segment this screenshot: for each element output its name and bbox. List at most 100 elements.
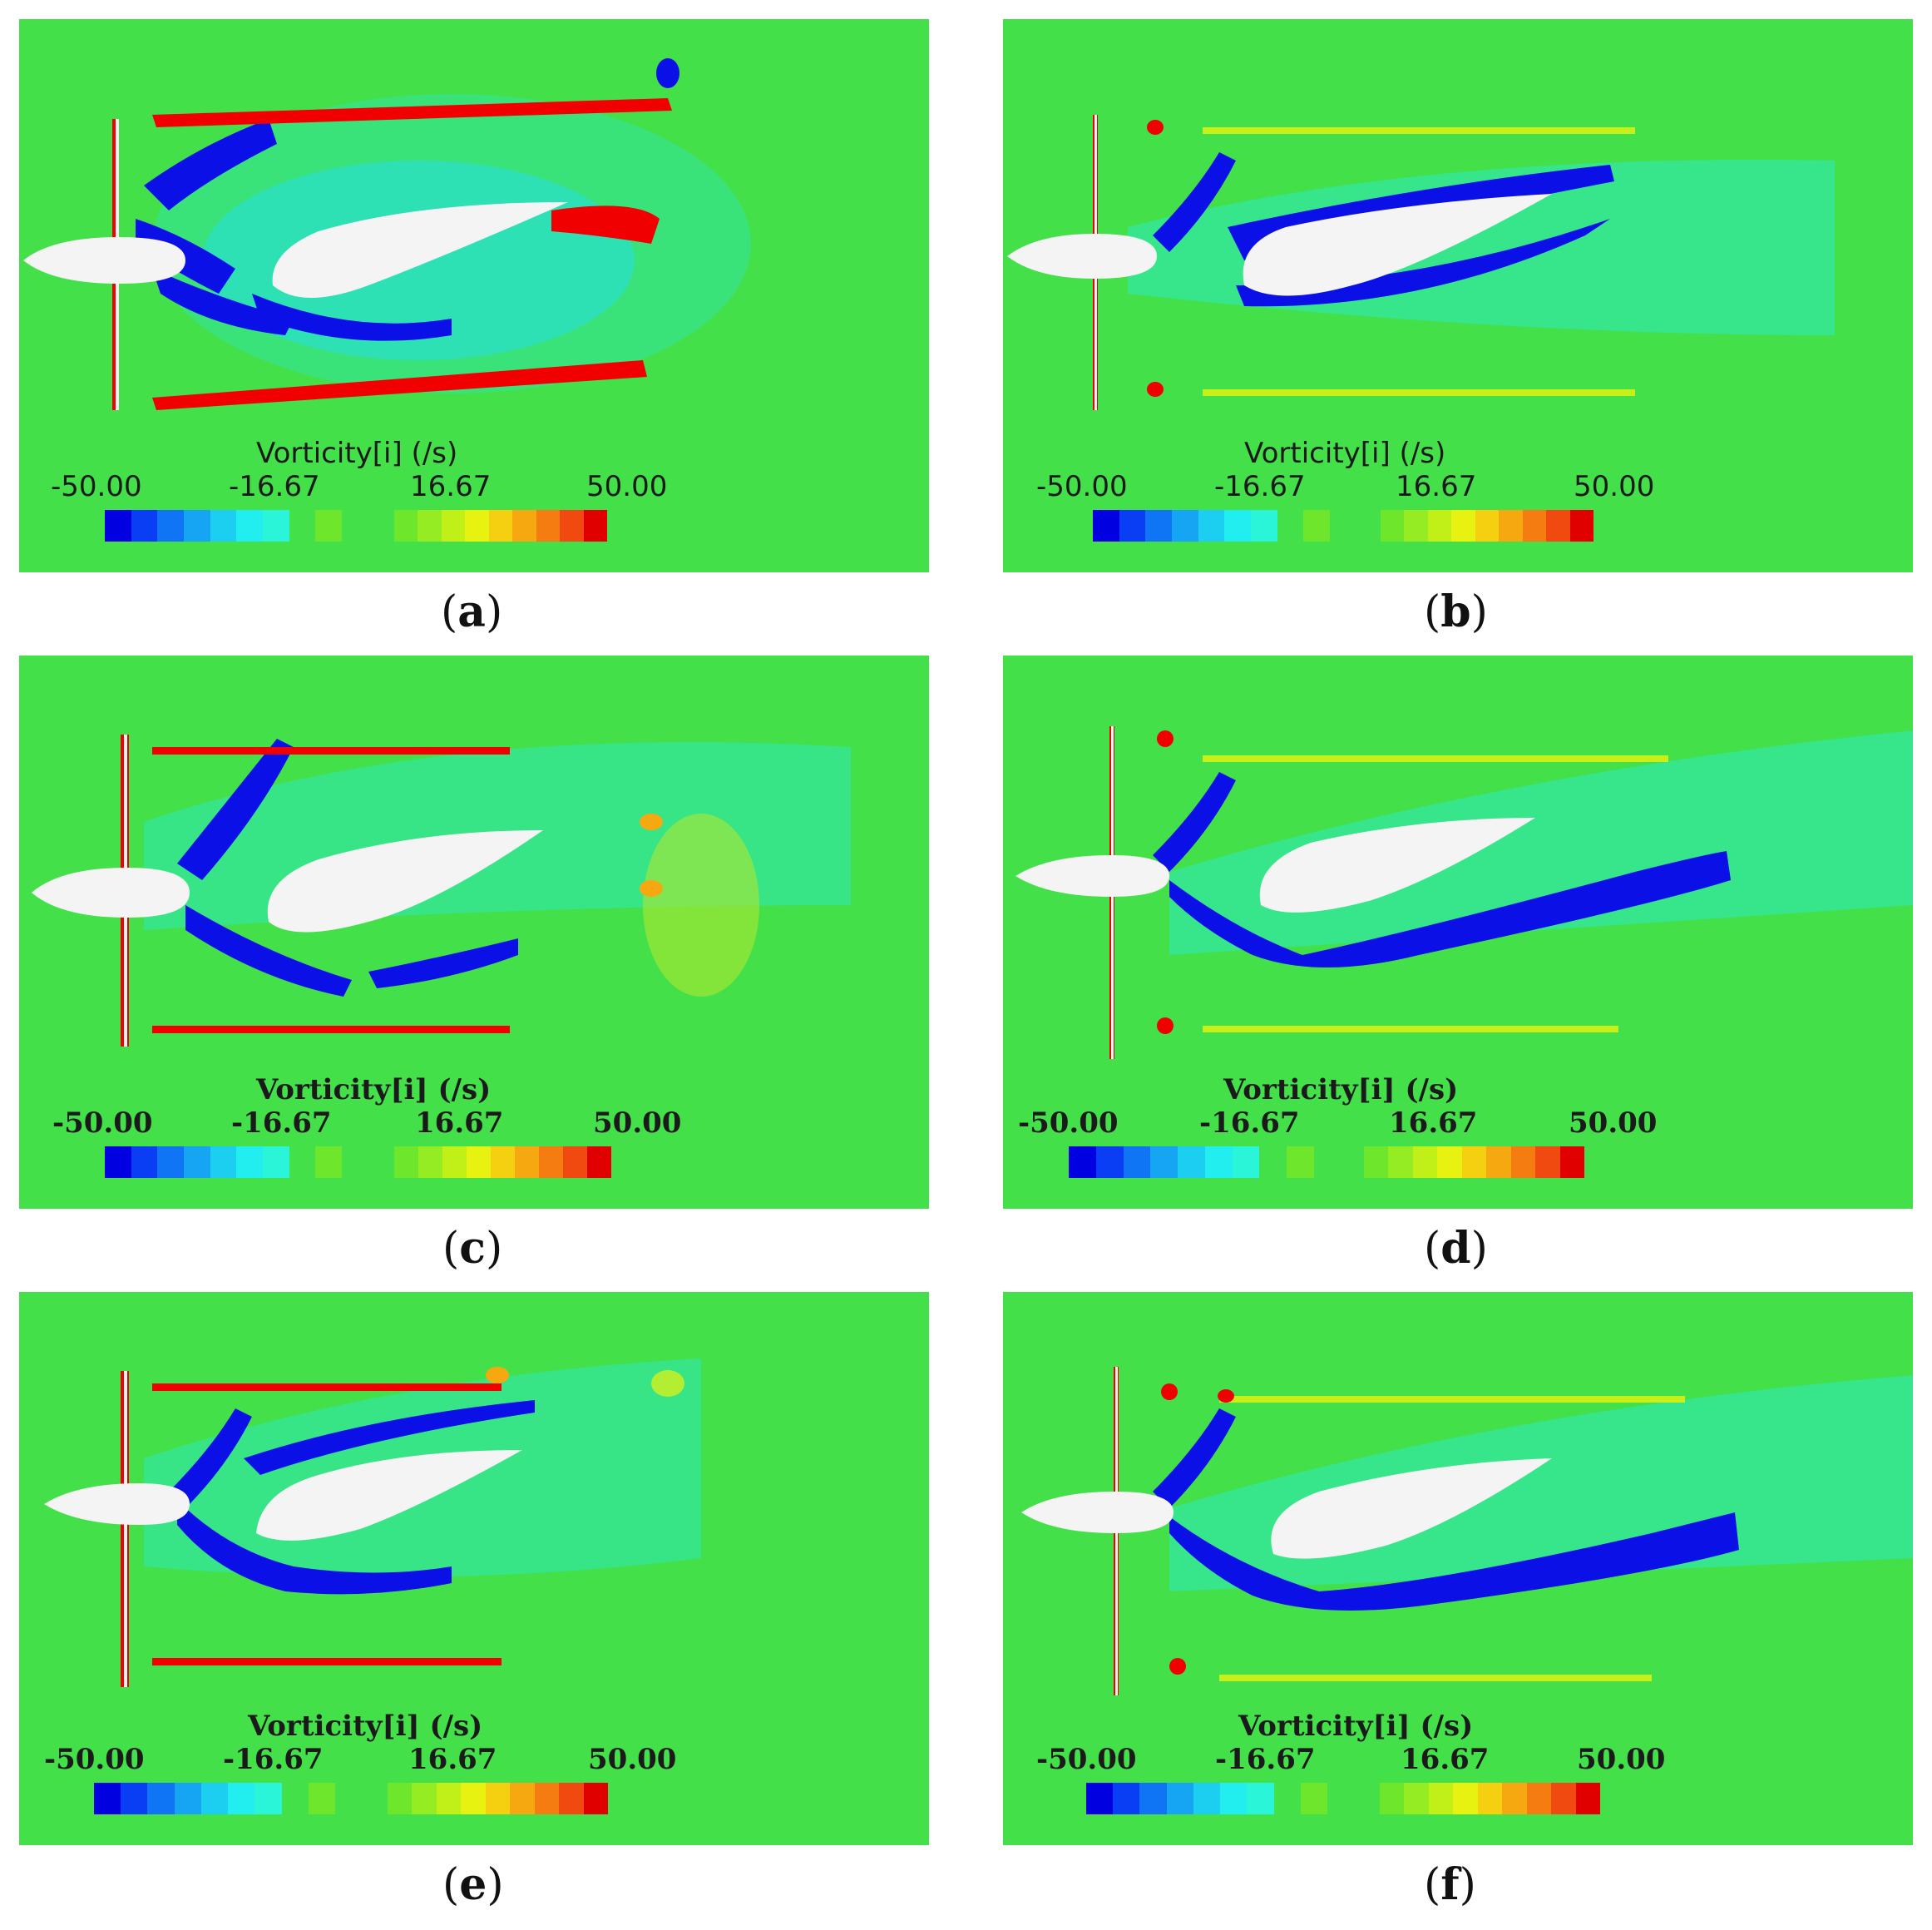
panel-c: Vorticity[i] (/s) -50.00 -16.67 16.67 50… — [19, 656, 929, 1209]
colormap-swatch — [393, 510, 418, 542]
colormap-swatch — [174, 1783, 201, 1814]
colormap-swatch — [488, 510, 512, 542]
colormap-swatch — [1232, 1146, 1260, 1178]
colormap-swatch — [315, 510, 343, 542]
legend-tick-neg: -16.67 — [1215, 1743, 1316, 1776]
legend-tick-max: 50.00 — [593, 1106, 682, 1140]
legend-title: Vorticity[i] (/s) — [256, 437, 458, 470]
colormap-swatch — [1259, 1146, 1287, 1178]
legend-tick-max: 50.00 — [1574, 470, 1655, 503]
colormap-swatch — [1502, 1783, 1527, 1814]
colormap-swatch — [1380, 510, 1404, 542]
colormap-bar-positive — [363, 1783, 608, 1814]
colormap-swatch — [370, 510, 394, 542]
legend-tick-pos: 16.67 — [1396, 470, 1477, 503]
colormap-swatch — [200, 1783, 229, 1814]
colormap-swatch — [1388, 1146, 1413, 1178]
colormap-swatch — [1150, 1146, 1178, 1178]
colormap-swatch — [510, 1783, 535, 1814]
colormap-bar-positive — [1339, 1146, 1584, 1178]
caption-d: (d) — [1424, 1223, 1488, 1274]
colormap-bar-negative — [105, 510, 343, 542]
colormap-swatch — [236, 510, 264, 542]
caption-f: (f) — [1424, 1859, 1476, 1910]
colormap-swatch — [1428, 1783, 1453, 1814]
colormap-swatch — [418, 1146, 442, 1178]
colormap-swatch — [1477, 1783, 1502, 1814]
colormap-swatch — [1437, 1146, 1462, 1178]
colormap-swatch — [1178, 1146, 1205, 1178]
colormap-swatch — [1356, 510, 1381, 542]
colormap-swatch — [236, 1146, 264, 1178]
colormap-swatch — [412, 1783, 437, 1814]
colormap-swatch — [467, 1146, 491, 1178]
colormap-swatch — [308, 1783, 335, 1814]
caption-c: (c) — [442, 1223, 503, 1274]
colormap-swatch — [1139, 1783, 1167, 1814]
legend-tick-pos: 16.67 — [408, 1743, 497, 1776]
colormap-swatch — [315, 1146, 343, 1178]
colormap-swatch — [465, 510, 489, 542]
colormap-swatch — [560, 510, 584, 542]
colormap-swatch — [157, 510, 185, 542]
colormap-swatch — [228, 1783, 255, 1814]
colormap-swatch — [289, 1146, 316, 1178]
colormap-swatch — [559, 1783, 584, 1814]
colormap-swatch — [442, 1146, 467, 1178]
colormap-swatch — [1224, 510, 1252, 542]
colormap-swatch — [512, 510, 536, 542]
colormap-swatch — [491, 1146, 515, 1178]
legend-title: Vorticity[i] (/s) — [1223, 1073, 1459, 1106]
colormap-swatch — [441, 510, 465, 542]
legend-tick-pos: 16.67 — [410, 470, 492, 503]
colormap-swatch — [461, 1783, 486, 1814]
panel-f: Vorticity[i] (/s) -50.00 -16.67 16.67 50… — [1003, 1292, 1913, 1845]
colormap-swatch — [485, 1783, 510, 1814]
colormap-swatch — [184, 510, 210, 542]
colormap-swatch — [370, 1146, 394, 1178]
legend-title: Vorticity[i] (/s) — [1238, 1710, 1474, 1743]
colormap-swatch — [210, 510, 237, 542]
colormap-swatch — [1119, 510, 1146, 542]
colormap-bar-negative — [94, 1783, 335, 1814]
colormap-swatch — [210, 1146, 237, 1178]
colormap-swatch — [1172, 510, 1198, 542]
colormap-swatch — [436, 1783, 461, 1814]
colormap-swatch — [1453, 1783, 1478, 1814]
colormap-swatch — [1412, 1146, 1437, 1178]
colormap-swatch — [1569, 510, 1594, 542]
legend-tick-neg: -16.67 — [231, 1106, 332, 1140]
vorticity-field-c — [19, 656, 929, 1209]
colormap-swatch — [515, 1146, 539, 1178]
colormap-swatch — [536, 510, 560, 542]
vorticity-field-b — [1003, 19, 1913, 572]
colormap-swatch — [1486, 1146, 1511, 1178]
colormap-swatch — [1300, 1783, 1327, 1814]
colormap-swatch — [1277, 510, 1304, 542]
colormap-bar-positive — [1355, 1783, 1600, 1814]
vorticity-field-e — [19, 1292, 929, 1845]
colormap-swatch — [1113, 1783, 1140, 1814]
colormap-swatch — [418, 510, 442, 542]
colormap-swatch — [1461, 1146, 1486, 1178]
colormap-swatch — [1559, 1146, 1584, 1178]
colormap-swatch — [105, 510, 131, 542]
legend-tick-max: 50.00 — [588, 1743, 677, 1776]
colormap-swatch — [105, 1146, 131, 1178]
vorticity-field-a — [19, 19, 929, 572]
colormap-swatch — [1526, 1783, 1551, 1814]
panel-a: Vorticity[i] (/s) -50.00 -16.67 16.67 50… — [19, 19, 929, 572]
legend-tick-max: 50.00 — [1577, 1743, 1666, 1776]
legend-tick-min: -50.00 — [1036, 1743, 1137, 1776]
caption-a: (a) — [441, 586, 503, 637]
panel-d: Vorticity[i] (/s) -50.00 -16.67 16.67 50… — [1003, 656, 1913, 1209]
colormap-swatch — [1095, 1146, 1124, 1178]
legend-title: Vorticity[i] (/s) — [256, 1073, 492, 1106]
legend-title: Vorticity[i] (/s) — [248, 1710, 483, 1743]
colormap-swatch — [1510, 1146, 1535, 1178]
colormap-swatch — [131, 1146, 158, 1178]
panel-e: Vorticity[i] (/s) -50.00 -16.67 16.67 50… — [19, 1292, 929, 1845]
colormap-swatch — [147, 1783, 175, 1814]
colormap-bar-negative — [105, 1146, 343, 1178]
colormap-swatch — [583, 1783, 608, 1814]
